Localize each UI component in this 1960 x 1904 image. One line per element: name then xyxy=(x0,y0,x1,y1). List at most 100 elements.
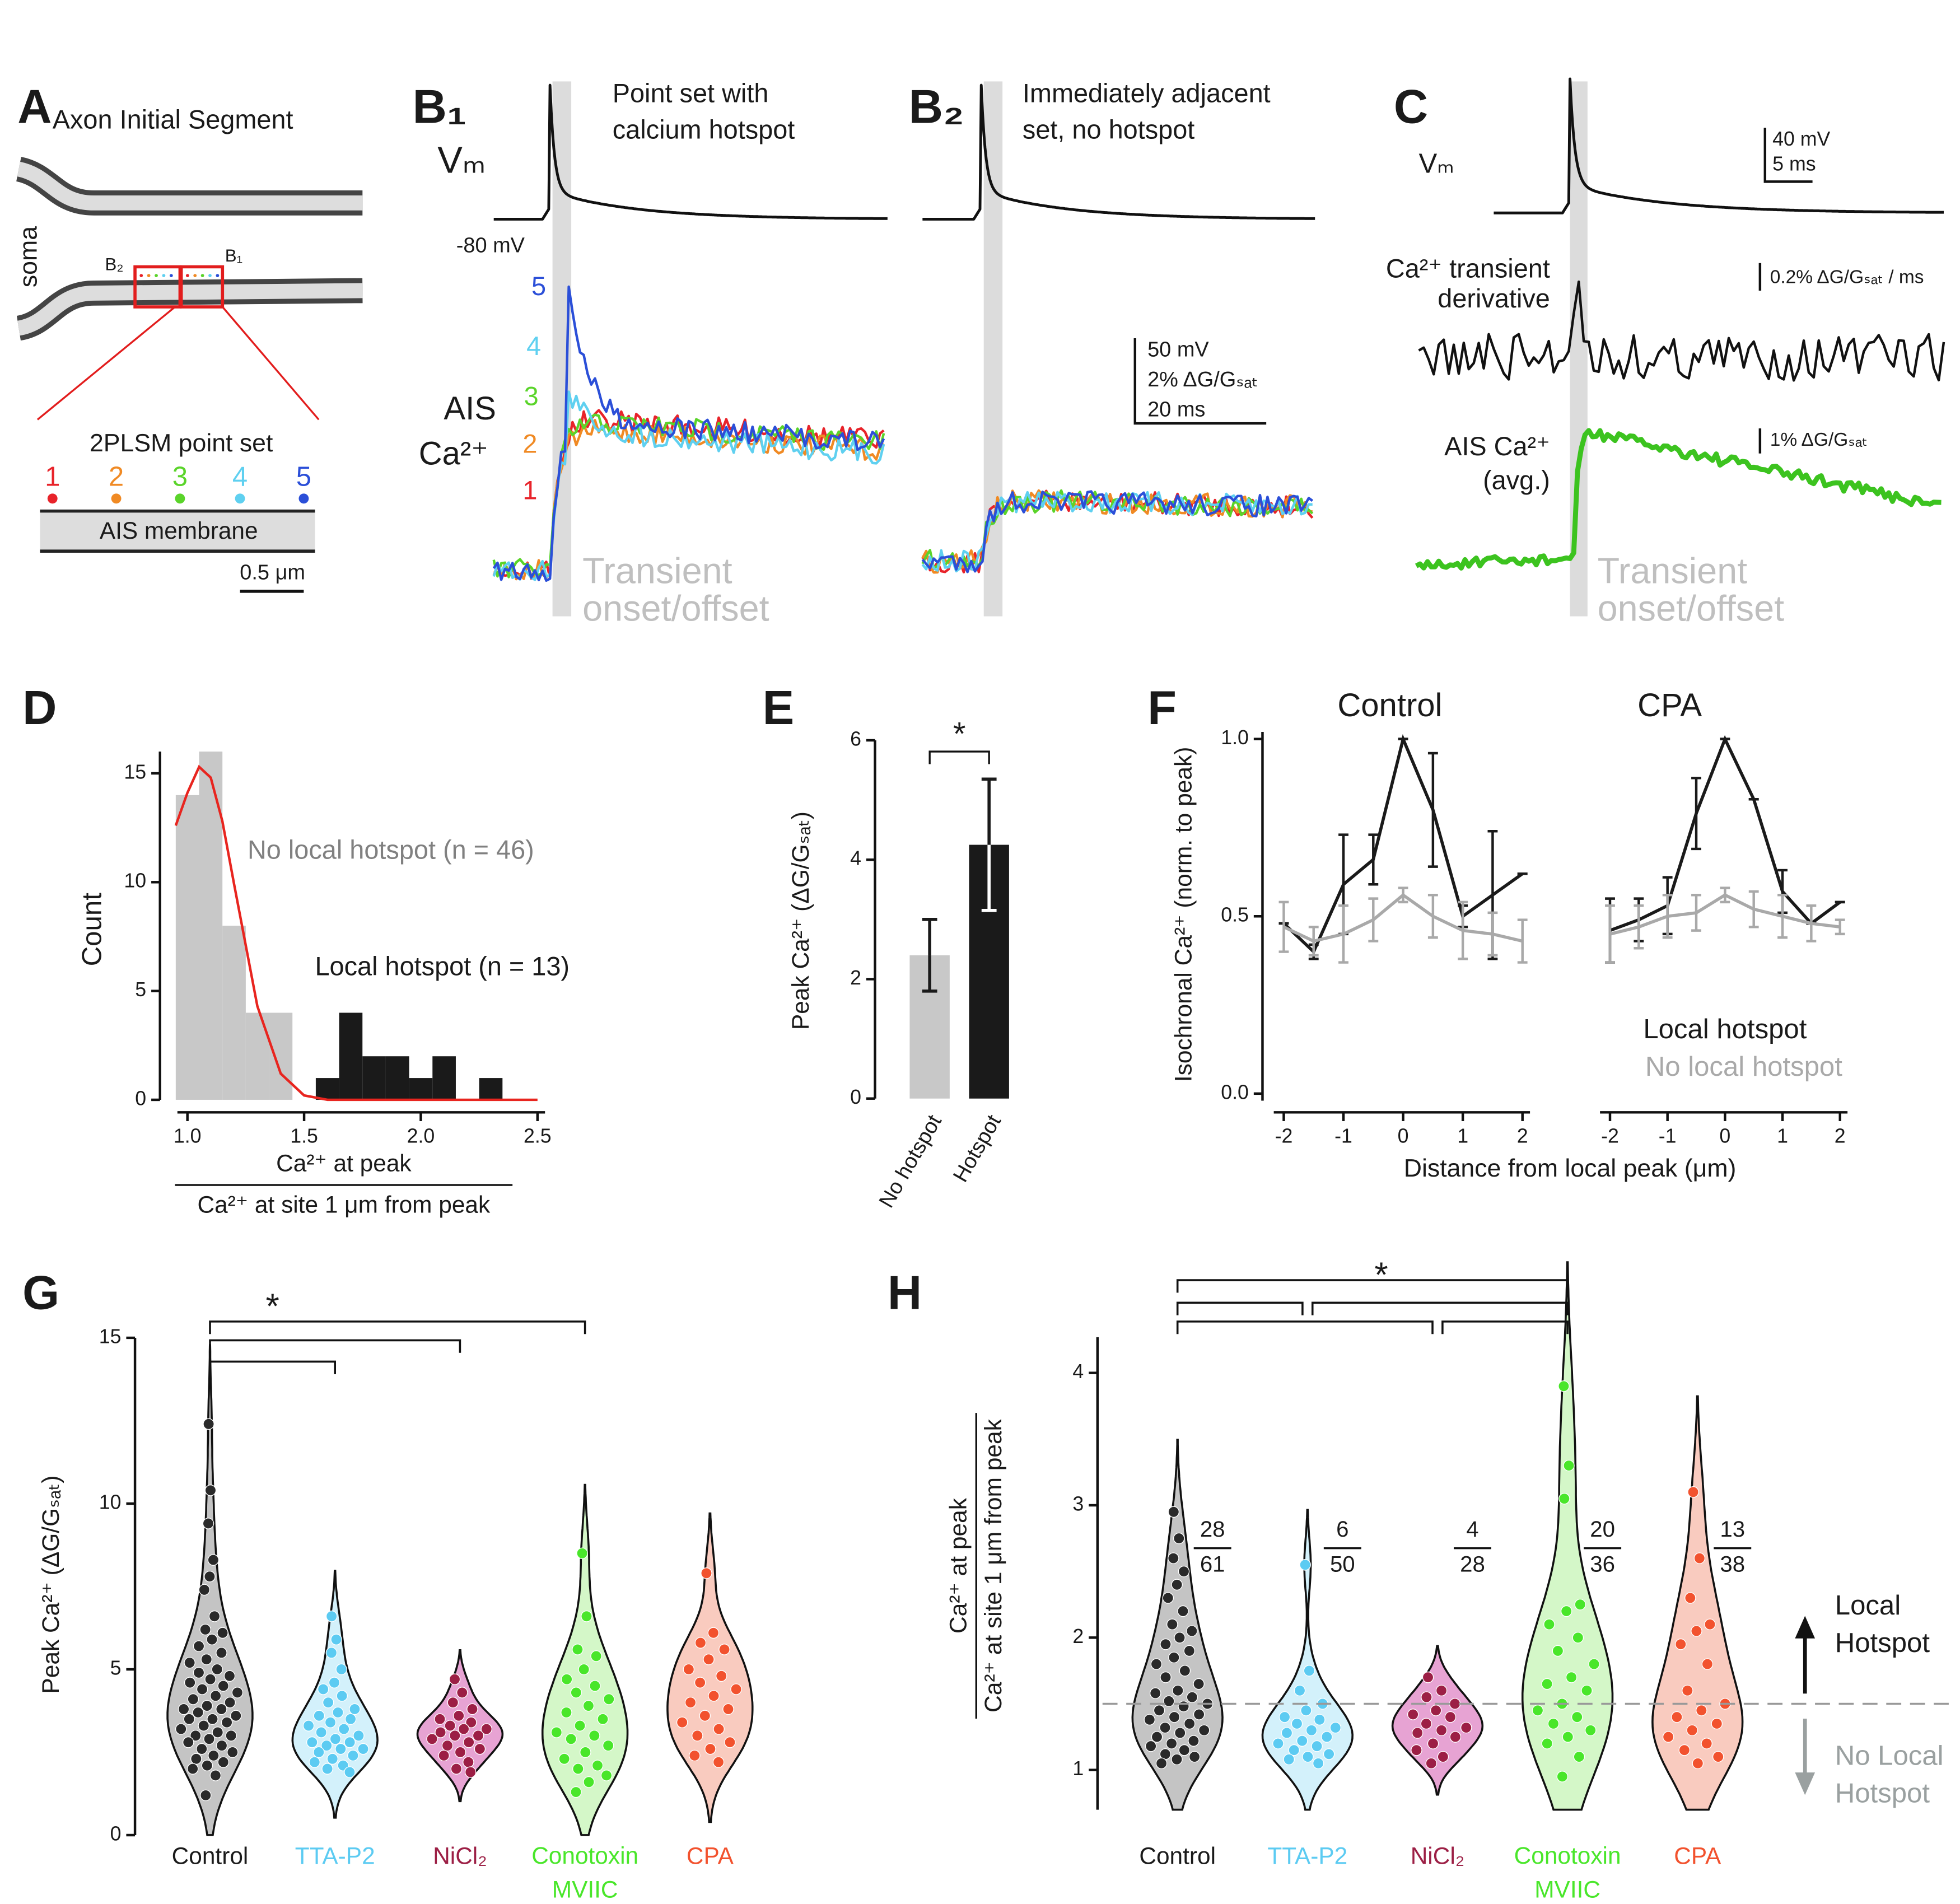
fraction-denominator: 36 xyxy=(1590,1552,1615,1577)
data-point xyxy=(1430,1705,1442,1716)
data-point xyxy=(1563,1459,1575,1472)
data-point xyxy=(193,1640,205,1652)
caption: calcium hotspot xyxy=(613,115,795,144)
x-tick-label: 0 xyxy=(1398,1124,1409,1147)
data-point xyxy=(202,1518,214,1529)
data-point xyxy=(198,1584,211,1596)
data-point xyxy=(1558,1492,1570,1505)
data-point xyxy=(454,1746,466,1758)
panel-label: F xyxy=(1147,681,1177,734)
histogram-bar xyxy=(269,1012,293,1100)
chart-title: Control xyxy=(1337,687,1442,724)
trace xyxy=(1494,77,1944,214)
data-point xyxy=(1427,1738,1439,1749)
membrane-label: AIS membrane xyxy=(100,517,258,544)
data-point xyxy=(216,1703,227,1715)
data-point xyxy=(480,1723,493,1735)
histogram-bar xyxy=(432,1056,456,1100)
data-point xyxy=(1560,1605,1572,1617)
data-point xyxy=(186,1763,199,1775)
data-point xyxy=(1296,1735,1308,1747)
fraction-numerator: 20 xyxy=(1590,1516,1615,1542)
roi-box xyxy=(179,265,225,309)
data-point xyxy=(192,1706,204,1719)
data-point xyxy=(441,1739,454,1752)
data-point xyxy=(1323,1748,1335,1760)
data-point xyxy=(1662,1731,1674,1743)
fraction-denominator: 61 xyxy=(1200,1552,1225,1577)
window-label: Transient xyxy=(582,550,732,591)
y-tick-label: 15 xyxy=(99,1325,122,1347)
data-point xyxy=(347,1749,359,1762)
data-point xyxy=(1186,1625,1198,1637)
panel-b1: B₁ Vₘ Point set with calcium hotspot -80… xyxy=(413,78,795,628)
data-point xyxy=(196,1683,208,1695)
x-axis-label: Distance from local peak (μm) xyxy=(1404,1155,1737,1182)
significance-bracket xyxy=(1441,1320,1569,1334)
fraction-denominator: 28 xyxy=(1460,1552,1485,1577)
membrane xyxy=(40,511,315,552)
data-point xyxy=(707,1627,720,1639)
significance-bracket xyxy=(1176,1279,1569,1293)
data-point xyxy=(561,1706,572,1719)
ca-label: AIS xyxy=(444,390,496,427)
data-point xyxy=(1449,1698,1461,1710)
point-label: 4 xyxy=(232,461,248,492)
data-point xyxy=(344,1713,357,1725)
significance-bracket xyxy=(928,750,990,764)
data-point xyxy=(326,1753,339,1765)
data-point xyxy=(325,1647,338,1659)
data-point xyxy=(1422,1671,1434,1683)
data-point xyxy=(1701,1658,1714,1670)
point-label: 1 xyxy=(45,461,60,492)
data-point xyxy=(184,1656,195,1669)
data-point xyxy=(450,1763,463,1775)
data-point xyxy=(1691,1625,1702,1637)
data-point xyxy=(434,1713,446,1725)
data-point xyxy=(1305,1724,1318,1737)
data-point xyxy=(589,1680,601,1692)
data-point xyxy=(558,1753,570,1765)
line-series xyxy=(1283,893,1523,943)
scale-label: 0.2% ΔG/Gₛₐₜ / ms xyxy=(1770,267,1924,287)
data-point xyxy=(1701,1738,1712,1749)
series-annotation: No local hotspot (n = 46) xyxy=(248,835,534,864)
data-point xyxy=(1171,1579,1183,1591)
line-series xyxy=(1282,734,1524,955)
data-point xyxy=(699,1710,711,1722)
data-point xyxy=(1159,1721,1171,1734)
data-point xyxy=(1183,1718,1196,1730)
data-point xyxy=(227,1746,239,1758)
data-point xyxy=(1411,1727,1424,1739)
data-point xyxy=(597,1713,609,1725)
data-point xyxy=(464,1766,477,1778)
data-point xyxy=(217,1756,230,1768)
data-point xyxy=(1321,1731,1333,1743)
roi-label: B₁ xyxy=(225,246,242,265)
fraction-numerator: 6 xyxy=(1336,1516,1348,1542)
data-point xyxy=(324,1716,337,1728)
data-point xyxy=(330,1634,342,1645)
data-point xyxy=(203,1418,214,1430)
data-point xyxy=(203,1733,215,1745)
y-tick-label: 3 xyxy=(1072,1492,1084,1515)
y-tick-label: 15 xyxy=(124,760,146,783)
point-label: 2 xyxy=(109,461,124,492)
data-point xyxy=(1179,1665,1191,1677)
data-point xyxy=(1558,1380,1570,1392)
data-point xyxy=(1671,1711,1683,1723)
panel-label: C xyxy=(1394,80,1428,133)
data-point xyxy=(212,1726,223,1738)
data-point xyxy=(322,1696,334,1709)
data-point xyxy=(1460,1721,1472,1734)
y-tick-label: 0.5 xyxy=(1221,904,1249,926)
data-point xyxy=(209,1690,222,1702)
data-point xyxy=(189,1730,202,1742)
data-point xyxy=(1687,1486,1699,1498)
data-point xyxy=(1165,1738,1178,1749)
data-point xyxy=(565,1733,577,1745)
data-point xyxy=(1160,1638,1172,1650)
data-point xyxy=(438,1749,450,1762)
data-point xyxy=(1435,1684,1448,1697)
data-point xyxy=(338,1723,350,1735)
